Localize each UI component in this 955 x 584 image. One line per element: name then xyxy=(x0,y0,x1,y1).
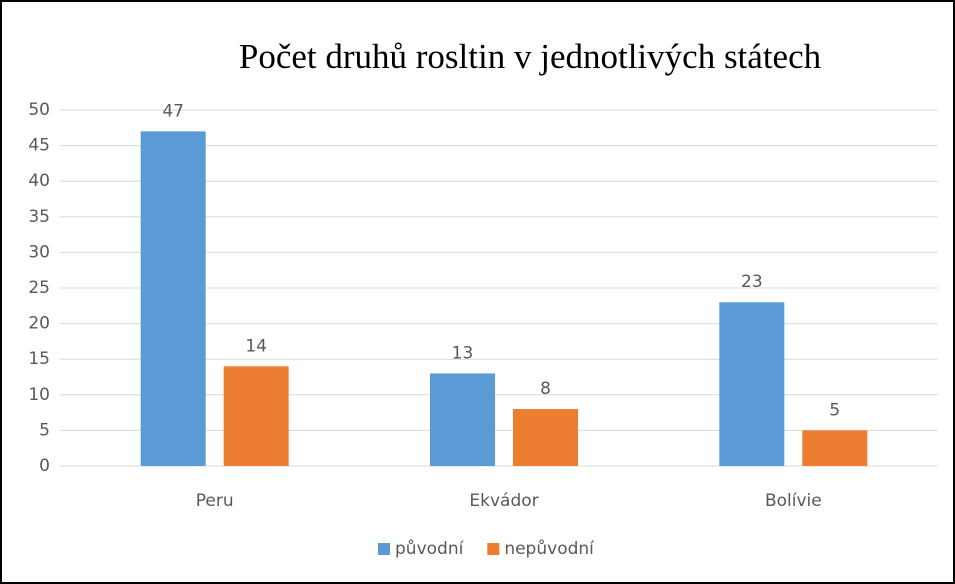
y-tick-label: 45 xyxy=(28,136,50,156)
data-label: 8 xyxy=(540,379,551,399)
y-tick-label: 20 xyxy=(28,314,50,334)
y-tick-label: 0 xyxy=(39,456,50,476)
data-label: 13 xyxy=(452,343,474,363)
data-label: 5 xyxy=(829,400,840,420)
legend-swatch xyxy=(378,543,390,555)
y-tick-label: 40 xyxy=(28,171,50,191)
chart-title: Počet druhů rosltin v jednotlivých státe… xyxy=(239,37,822,76)
x-tick-label: Bolívie xyxy=(765,491,822,511)
y-tick-label: 5 xyxy=(39,420,50,440)
bar xyxy=(719,302,785,466)
x-tick-label: Ekvádor xyxy=(469,491,538,511)
y-tick-label: 25 xyxy=(28,278,50,298)
legend-label: původní xyxy=(395,539,465,559)
bar xyxy=(802,430,868,466)
bar xyxy=(140,131,206,467)
y-tick-label: 35 xyxy=(28,207,50,227)
legend-label: nepůvodní xyxy=(504,539,595,559)
x-tick-label: Peru xyxy=(196,491,234,511)
y-tick-label: 10 xyxy=(28,385,50,405)
legend-swatch xyxy=(487,543,500,555)
data-label: 14 xyxy=(245,336,267,356)
bar xyxy=(430,373,495,466)
y-tick-label: 30 xyxy=(28,242,50,262)
data-label: 23 xyxy=(741,272,763,292)
bar xyxy=(513,409,578,466)
bar xyxy=(223,366,289,466)
y-tick-label: 15 xyxy=(28,349,50,369)
y-tick-label: 50 xyxy=(28,100,50,120)
data-label: 47 xyxy=(162,101,184,121)
